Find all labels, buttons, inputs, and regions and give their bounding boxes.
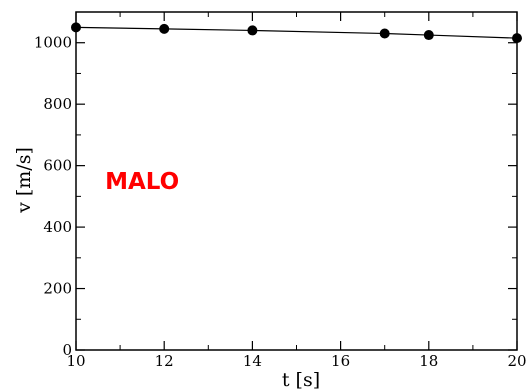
y-tick-label: 200 (43, 280, 72, 298)
data-point (379, 28, 390, 39)
data-point (247, 25, 258, 36)
x-tick-label: 20 (507, 352, 526, 370)
data-point (423, 30, 434, 41)
data-point (512, 33, 522, 44)
data-point (71, 22, 81, 33)
data-point (159, 23, 170, 34)
y-tick-label: 1000 (34, 34, 72, 52)
x-tick-label: 12 (155, 352, 174, 370)
y-tick-label: 800 (43, 95, 72, 113)
y-tick-label: 0 (62, 341, 72, 359)
series-line (75, 26, 518, 39)
x-tick-label: 10 (66, 352, 85, 370)
axis-ticks (75, 11, 518, 351)
data-series (71, 22, 522, 44)
x-axis-label: t [s] (282, 369, 320, 391)
x-tick-label: 14 (243, 352, 262, 370)
y-tick-label: 600 (43, 157, 72, 175)
x-tick-label: 18 (419, 352, 438, 370)
y-tick-label: 400 (43, 218, 72, 236)
annotation-malo: MALO (105, 169, 179, 195)
y-axis-label: v [m/s] (13, 147, 35, 214)
x-tick-label: 16 (331, 352, 350, 370)
